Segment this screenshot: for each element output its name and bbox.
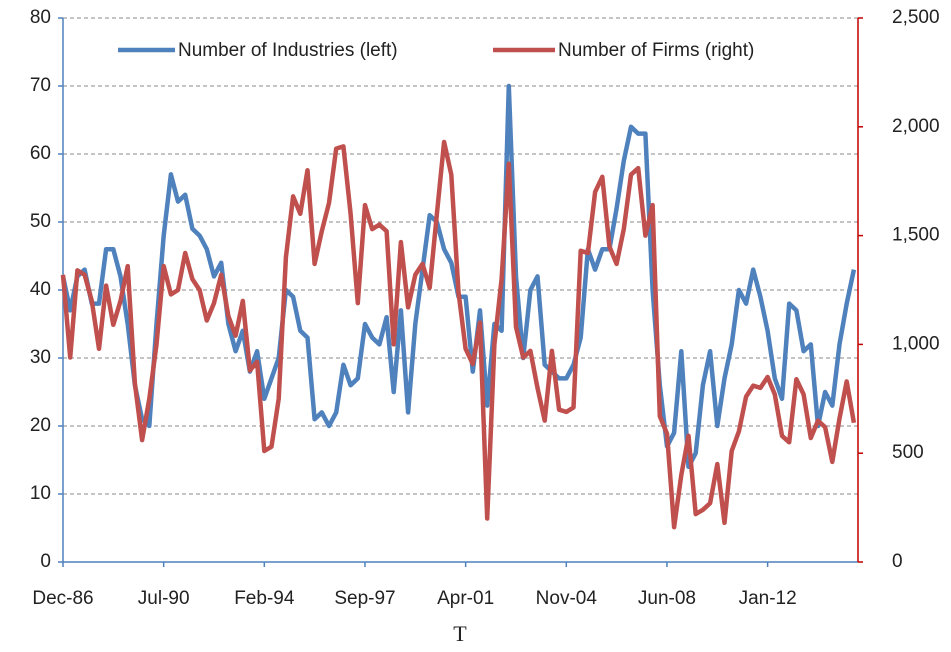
x-tick-label: Sep-97 [334,588,395,609]
y-tick-label: 70 [30,75,51,96]
legend-label: Number of Industries (left) [178,40,398,61]
y-tick-label: 0 [40,551,51,572]
x-tick-label: Feb-94 [234,588,295,609]
y-tick-label: 80 [30,7,51,28]
legend-label: Number of Firms (right) [558,40,754,61]
series-line [60,139,857,530]
x-tick-label: Jul-90 [138,588,190,609]
x-tick-label: Dec-86 [32,588,93,609]
y2-tick-label: 500 [892,442,924,463]
y-tick-label: 60 [30,143,51,164]
y2-tick-label: 1,500 [892,225,940,246]
x-tick-label: Nov-04 [536,588,598,609]
y-tick-label: 40 [30,279,51,300]
x-tick-label: Jun-08 [638,588,696,609]
y2-tick-label: 0 [892,551,903,572]
y2-tick-label: 2,500 [892,7,940,28]
y2-tick-label: 2,000 [892,116,940,137]
y2-tick-label: 1,000 [892,333,940,354]
x-tick-label: Apr-01 [437,588,494,609]
x-tick-label: Jan-12 [739,588,797,609]
y-tick-label: 20 [30,415,51,436]
x-axis-label: T [453,621,467,646]
y-tick-label: 50 [30,211,51,232]
y-tick-label: 10 [30,483,51,504]
y-tick-label: 30 [30,347,51,368]
